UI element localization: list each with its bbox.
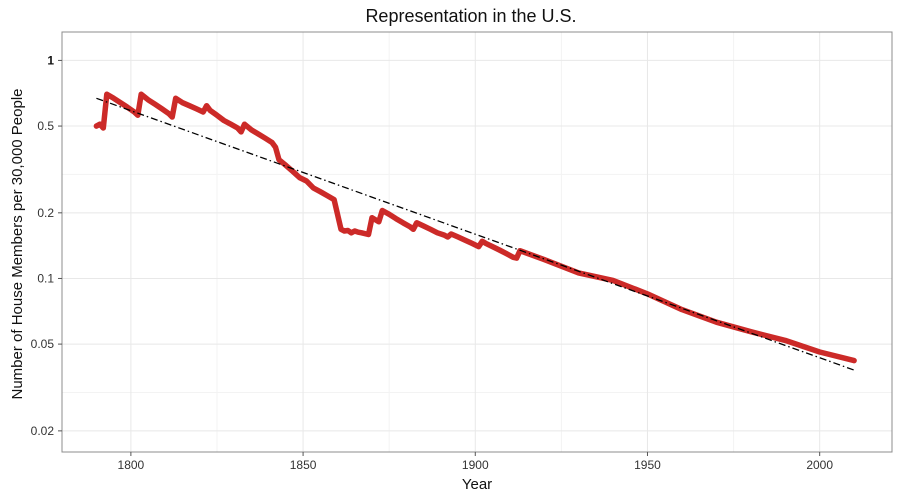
- x-tick-label: 1850: [290, 458, 317, 472]
- y-tick-label: 0.05: [31, 337, 55, 351]
- major-gridlines: [62, 32, 892, 452]
- panel-border: [61, 31, 893, 453]
- y-tick-label: 1: [47, 53, 54, 67]
- y-axis-title: Number of House Members per 30,000 Peopl…: [9, 88, 26, 399]
- x-tick-label: 1800: [118, 458, 145, 472]
- series-layer: [93, 91, 857, 371]
- x-tick-label: 2000: [806, 458, 833, 472]
- y-tick-label: 0.1: [37, 271, 54, 285]
- y-tick-label: 0.2: [37, 206, 54, 220]
- x-tick-label: 1950: [634, 458, 661, 472]
- chart-title: Representation in the U.S.: [365, 6, 576, 26]
- x-axis: 1800 1850 1900 1950 2000: [118, 452, 833, 472]
- minor-gridlines: [62, 32, 892, 452]
- data-series-line: [93, 91, 857, 364]
- y-tick-label: 0.5: [37, 119, 54, 133]
- y-tick-label: 0.02: [31, 424, 55, 438]
- panel-background: [62, 32, 892, 452]
- y-axis: 0.02 0.05 0.1 0.2 0.5 1: [31, 53, 62, 438]
- x-axis-title: Year: [462, 476, 492, 493]
- x-tick-label: 1900: [462, 458, 489, 472]
- trend-line: [96, 97, 855, 371]
